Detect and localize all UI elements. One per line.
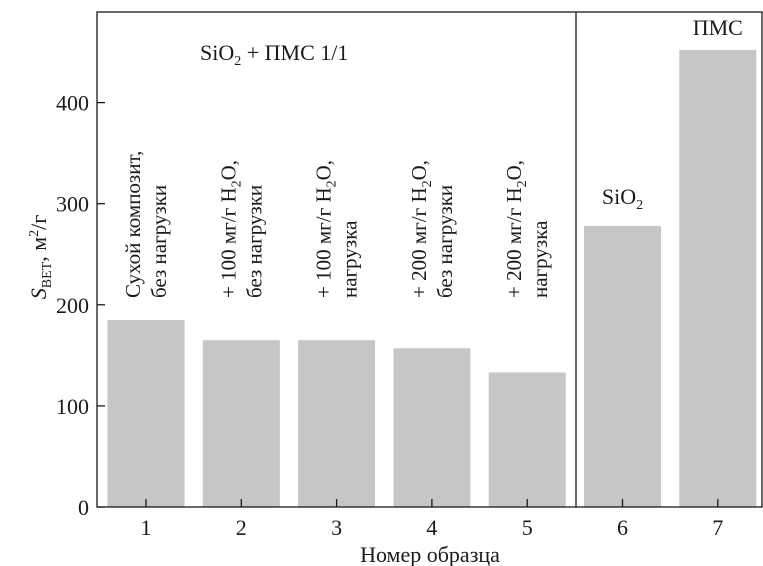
- bar-label-line: нагрузка: [528, 220, 552, 298]
- bar-label-line: нагрузка: [338, 220, 362, 298]
- top-label-7: ПМС: [693, 15, 743, 40]
- bar-7: [679, 50, 757, 507]
- y-tick-label: 300: [56, 192, 89, 217]
- x-tick-label: 4: [426, 515, 437, 540]
- y-tick-label: 100: [56, 394, 89, 419]
- bar-label-line: + 200 мг/г Н2О,: [407, 160, 435, 298]
- plot-frame: [96, 11, 763, 508]
- x-tick-label: 7: [712, 515, 723, 540]
- bar-label-1: Сухой композит, без нагрузки: [121, 151, 171, 298]
- bar-label-line: Сухой композит,: [121, 151, 145, 298]
- bar-label-line: + 100 мг/г Н2О,: [216, 160, 244, 298]
- bar-5: [488, 372, 566, 507]
- x-axis-title: Номер образца: [360, 542, 500, 566]
- x-tick-label: 6: [617, 515, 628, 540]
- bar-2: [202, 340, 280, 507]
- top-labels: SiO2 ПМС: [602, 15, 743, 213]
- group-title: SiO2 + ПМС 1/1: [200, 40, 348, 69]
- bar-label-3: + 100 мг/г Н2О,нагрузка: [312, 160, 362, 298]
- x-axis: 1 2 3 4 5 6 7: [141, 499, 723, 540]
- y-tick-label: 400: [56, 91, 89, 116]
- top-label-6: SiO2: [602, 184, 643, 213]
- bar-label-line: + 100 мг/г Н2О,: [312, 160, 340, 298]
- bar-label-line: без нагрузки: [433, 185, 457, 298]
- y-tick-label: 200: [56, 293, 89, 318]
- x-tick-label: 3: [331, 515, 342, 540]
- bar-label-line: + 200 мг/г Н2О,: [502, 160, 530, 298]
- bar-labels: Сухой композит, без нагрузки + 100 мг/г Н2…: [121, 151, 552, 298]
- bar-label-4: + 200 мг/г Н2О,без нагрузки: [407, 160, 457, 298]
- bar-label-line: без нагрузки: [242, 185, 266, 298]
- y-axis: 0 100 200 300 400: [56, 91, 105, 520]
- bar-6: [584, 225, 661, 507]
- bar-1: [107, 320, 185, 507]
- bar-label-line: без нагрузки: [147, 185, 171, 298]
- x-tick-label: 1: [141, 515, 152, 540]
- x-tick-label: 2: [236, 515, 247, 540]
- bar-3: [298, 340, 376, 507]
- y-tick-label: 0: [78, 495, 89, 520]
- bars-layer: [107, 50, 757, 507]
- y-axis-title: SBET, м2/г: [26, 215, 55, 300]
- bar-label-5: + 200 мг/г Н2О,нагрузка: [502, 160, 552, 298]
- x-tick-label: 5: [522, 515, 533, 540]
- bar-label-2: + 100 мг/г Н2О,без нагрузки: [216, 160, 266, 298]
- bar-4: [393, 348, 471, 507]
